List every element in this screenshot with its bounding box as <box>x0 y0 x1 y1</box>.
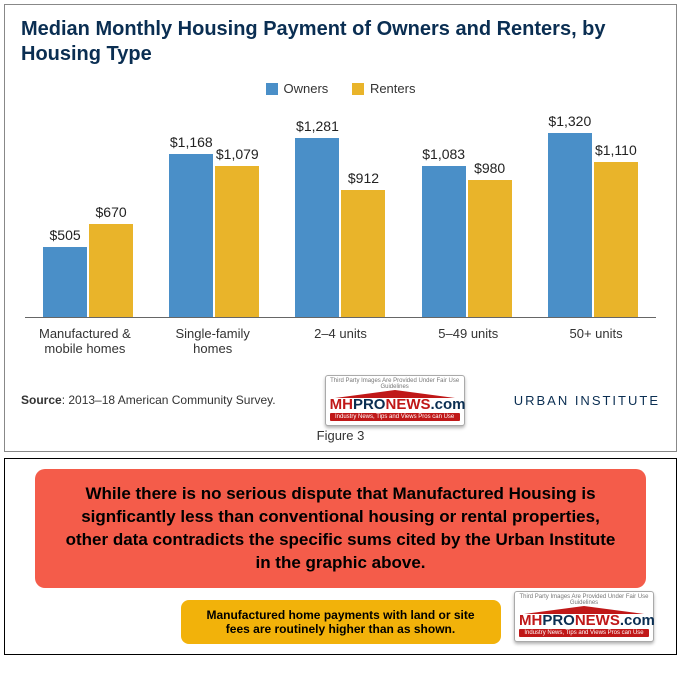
logo-subtitle: Industry News, Tips and Views Pros can U… <box>330 413 460 421</box>
logo-roof-icon <box>330 390 460 398</box>
legend-label-renters: Renters <box>370 81 416 96</box>
bar-owners: $1,281 <box>295 138 339 317</box>
bar-group: $505$670 <box>43 224 133 318</box>
source-text: Source: 2013–18 American Community Surve… <box>21 393 276 407</box>
x-axis-label: 2–4 units <box>285 326 395 357</box>
bar-renters: $1,110 <box>594 162 638 317</box>
x-axis-label: 50+ units <box>541 326 651 357</box>
callout-red: While there is no serious dispute that M… <box>35 469 646 589</box>
bar-renters: $980 <box>468 180 512 317</box>
urban-institute-attribution: URBAN INSTITUTE <box>514 393 660 408</box>
legend-item-owners: Owners <box>266 81 329 96</box>
logo-pro: PRO <box>353 396 386 413</box>
legend-swatch-renters <box>352 83 364 95</box>
logo-brand: MHPRONEWS.com <box>330 397 460 412</box>
bar-owners: $505 <box>43 247 87 318</box>
logo-roof-icon-2 <box>519 606 649 614</box>
bar-label-renters: $670 <box>96 204 127 224</box>
bar-label-owners: $505 <box>50 227 81 247</box>
figure-label: Figure 3 <box>21 428 660 443</box>
legend: Owners Renters <box>21 81 660 98</box>
callout-yellow: Manufactured home payments with land or … <box>181 600 501 644</box>
x-axis-labels: Manufactured & mobile homes Single-family… <box>21 326 660 357</box>
logo-mh: MH <box>330 396 353 413</box>
logo-tagline-2: Third Party Images Are Provided Under Fa… <box>519 594 649 606</box>
bar-group: $1,320$1,110 <box>548 133 638 318</box>
bar-group: $1,083$980 <box>422 166 512 318</box>
bar-owners: $1,083 <box>422 166 466 318</box>
logo-tagline: Third Party Images Are Provided Under Fa… <box>330 378 460 390</box>
source-row: Source: 2013–18 American Community Surve… <box>21 375 660 426</box>
bar-label-owners: $1,168 <box>170 134 213 154</box>
logo-news: NEWS <box>385 396 430 413</box>
bar-label-renters: $1,079 <box>216 146 259 166</box>
x-axis-label: Single-family homes <box>158 326 268 357</box>
bar-label-owners: $1,083 <box>422 146 465 166</box>
plot-area: $505$670$1,168$1,079$1,281$912$1,083$980… <box>25 108 656 318</box>
callout-panel: While there is no serious dispute that M… <box>4 458 677 656</box>
chart-panel: Median Monthly Housing Payment of Owners… <box>4 4 677 452</box>
mhpronews-logo-bottom: Third Party Images Are Provided Under Fa… <box>514 591 654 642</box>
bar-label-renters: $1,110 <box>595 142 637 162</box>
legend-label-owners: Owners <box>284 81 329 96</box>
x-axis-line <box>25 317 656 318</box>
mhpronews-logo: Third Party Images Are Provided Under Fa… <box>325 375 465 426</box>
bar-renters: $912 <box>341 190 385 318</box>
bar-label-owners: $1,281 <box>296 118 339 138</box>
bar-group: $1,168$1,079 <box>169 154 259 318</box>
x-axis-label: 5–49 units <box>413 326 523 357</box>
chart-title: Median Monthly Housing Payment of Owners… <box>21 17 660 67</box>
legend-swatch-owners <box>266 83 278 95</box>
bar-groups: $505$670$1,168$1,079$1,281$912$1,083$980… <box>25 108 656 318</box>
source-body: : 2013–18 American Community Survey. <box>62 393 276 407</box>
bar-renters: $1,079 <box>215 166 259 317</box>
bar-renters: $670 <box>89 224 133 318</box>
bar-label-owners: $1,320 <box>548 113 591 133</box>
logo-domain: .com <box>430 396 465 413</box>
legend-item-renters: Renters <box>352 81 416 96</box>
bar-owners: $1,168 <box>169 154 213 318</box>
bar-owners: $1,320 <box>548 133 592 318</box>
bar-label-renters: $980 <box>474 160 505 180</box>
source-prefix: Source <box>21 393 62 407</box>
x-axis-label: Manufactured & mobile homes <box>30 326 140 357</box>
bar-label-renters: $912 <box>348 170 379 190</box>
logo-brand-2: MHPRONEWS.com <box>519 613 649 628</box>
bar-group: $1,281$912 <box>295 138 385 317</box>
logo-subtitle-2: Industry News, Tips and Views Pros can U… <box>519 629 649 637</box>
